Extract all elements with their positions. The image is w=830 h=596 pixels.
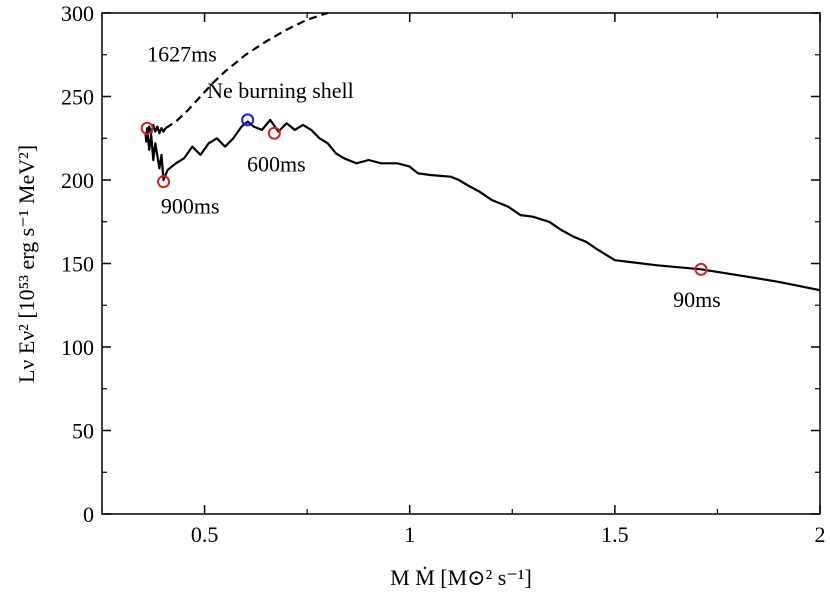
annotation-label: 90ms: [673, 287, 721, 312]
marker-point: [157, 175, 171, 189]
y-tick-label: 0: [83, 502, 94, 527]
x-tick-label: 0.5: [191, 522, 219, 547]
ticks: 0.5 1 1.5 2 0 50 100 150 200 250 300: [61, 1, 826, 547]
annotation-label: 900ms: [161, 193, 220, 218]
series: [144, 11, 821, 292]
x-tick-label: 1.5: [601, 522, 629, 547]
series-line-solid: [144, 118, 821, 292]
series-line-dashed: [165, 11, 329, 130]
y-tick-label: 300: [61, 1, 94, 26]
y-tick-label: 200: [61, 168, 94, 193]
annotation-label: Ne burning shell: [207, 78, 354, 103]
marker-point: [694, 262, 708, 276]
x-tick-label: 2: [815, 522, 826, 547]
y-axis-title: Lν Eν² [10⁵³ erg s⁻¹ MeV²]: [14, 145, 39, 383]
y-tick-label: 250: [61, 85, 94, 110]
x-tick-label: 1: [404, 522, 415, 547]
annotation-label: 600ms: [247, 152, 306, 177]
y-tick-label: 50: [72, 419, 94, 444]
annotations: 1627ms Ne burning shell 600ms 900ms 90ms: [147, 41, 721, 311]
marker-point: [140, 121, 154, 135]
annotation-label: 1627ms: [147, 41, 217, 66]
marker-point: [267, 126, 281, 140]
y-tick-label: 150: [61, 252, 94, 277]
y-tick-label: 100: [61, 335, 94, 360]
x-axis-title: M Ṁ [M⊙² s⁻¹]: [390, 565, 532, 590]
markers: [140, 113, 708, 276]
marker-point: [241, 113, 255, 127]
